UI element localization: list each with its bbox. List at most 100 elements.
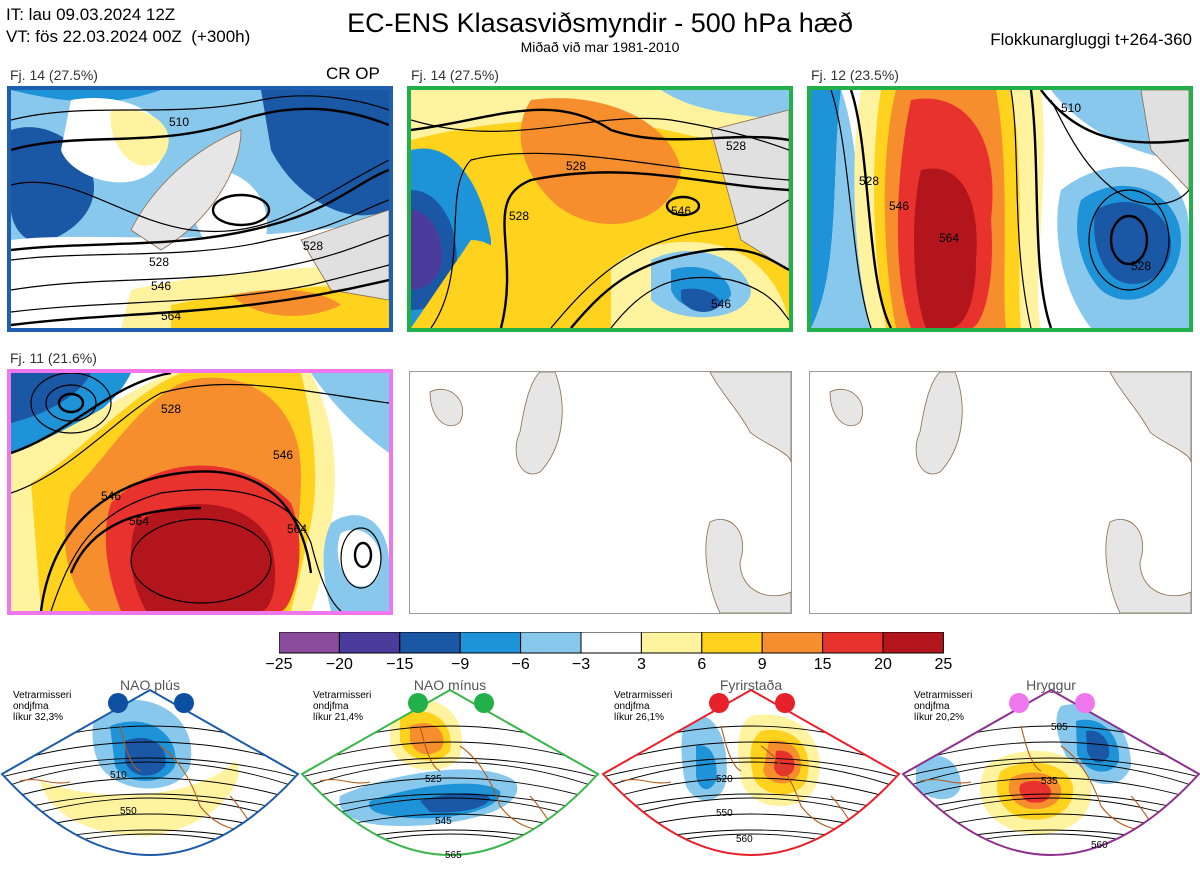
colorbar-swatch [701, 632, 763, 654]
colorbar-swatch [399, 632, 461, 654]
regime-contour-label: 550 [716, 808, 733, 819]
regime-sector-map: 505 535 560 [901, 688, 1200, 856]
sector-frame [601, 688, 901, 856]
regime-note: Vetrarmisseri ondjfma líkur 26,1% [614, 690, 673, 723]
regime-name: Hryggur [1026, 677, 1076, 693]
contour-label: 564 [129, 514, 149, 528]
regime-contour-label: 535 [1041, 776, 1058, 787]
contour-label: 510 [169, 115, 189, 129]
contour-label: 546 [273, 448, 293, 462]
colorbar-swatch [822, 632, 884, 654]
contour-label: 528 [161, 402, 181, 416]
regime-contour-label: 560 [1091, 840, 1108, 851]
colorbar-tick-label: 20 [874, 656, 892, 673]
regime-name: Fyrirstaða [719, 677, 783, 693]
regime-marker-dot [408, 693, 428, 713]
regime-contour-label: 560 [736, 834, 753, 845]
regime-contour-label: 505 [1051, 722, 1068, 733]
sector-frame [901, 688, 1200, 856]
map-panel-4: 528 546 564 546 564 [7, 369, 393, 615]
regime-sector-map: 510 550 [0, 688, 300, 856]
contour-label: 528 [859, 174, 879, 188]
colorbar-swatch [882, 632, 944, 654]
colorbar-swatch [761, 632, 824, 654]
contour-label: 546 [101, 489, 121, 503]
regime-contour-label: 520 [716, 774, 733, 785]
map-panel-2: 528 528 546 528 546 [407, 86, 793, 332]
regime-marker-dot [775, 693, 795, 713]
regime-name: NAO plús [120, 677, 180, 693]
colorbar-swatch [640, 632, 703, 654]
anomaly-map-2: 528 528 546 528 546 [411, 90, 789, 328]
regime-marker-dot [108, 693, 128, 713]
colorbar-tick-label: −20 [325, 656, 353, 673]
anomaly-map-3: 510 528 546 564 528 [811, 90, 1189, 328]
regime-marker-dot [174, 693, 194, 713]
regime-contour-label: 550 [120, 806, 137, 817]
contour-label: 528 [509, 209, 529, 223]
header-times: IT: lau 09.03.2024 12Z VT: fös 22.03.2024… [6, 4, 250, 48]
colorbar-tick-label: 3 [636, 656, 646, 673]
contour-label: 564 [161, 309, 181, 323]
contour-label: 546 [889, 199, 909, 213]
map-panel-3: 510 528 546 564 528 [807, 86, 1193, 332]
colorbar-tick-label: −15 [386, 656, 414, 673]
colorbar-swatch [279, 632, 340, 654]
anomaly-map-4: 528 546 564 546 564 [11, 373, 389, 611]
contour-label: 546 [711, 297, 731, 311]
sector-frame [300, 688, 600, 856]
colorbar-tick-label: −25 [265, 656, 293, 673]
contour-label: 528 [149, 255, 169, 269]
contour-label: 546 [671, 204, 691, 218]
colorbar-swatch [520, 632, 582, 654]
colorbar-tick-label: 15 [813, 656, 832, 673]
contour-label: 510 [1061, 101, 1081, 115]
map-panel-empty-2 [809, 371, 1192, 614]
regime-sector-map: 520 550 560 [601, 688, 901, 856]
contour-label: 528 [303, 239, 323, 253]
panel-3-label: Fj. 12 (23.5%) [811, 67, 899, 83]
regime-marker-dot [1075, 693, 1095, 713]
regime-contour-label: 510 [110, 770, 127, 781]
sector-frame [0, 688, 300, 856]
contour-label: 528 [726, 139, 746, 153]
contour-label: 528 [1131, 259, 1151, 273]
regime-note: Vetrarmisseri ondjfma líkur 20,2% [914, 690, 973, 723]
page-title: EC-ENS Klasasviðsmyndir - 500 hPa hæð [347, 8, 853, 38]
contour-label: 564 [287, 522, 307, 536]
colorbar-tick-label: −9 [451, 656, 470, 673]
regime-sector-map: 525 545 565 [300, 688, 600, 861]
contour-label: 564 [939, 231, 959, 245]
regime-contour-label: 545 [435, 816, 452, 827]
panel-1-tag: CR OP [326, 64, 380, 83]
regime-note: Vetrarmisseri ondjfma líkur 21,4% [313, 690, 372, 723]
map-panel-empty-1 [409, 371, 792, 614]
panel-2-label: Fj. 14 (27.5%) [411, 67, 499, 83]
colorbar-swatch [580, 632, 642, 654]
anomaly-map-1: 510 528 546 564 528 [11, 90, 389, 328]
colorbar-tick-label: 9 [757, 656, 767, 673]
map-panel-1: 510 528 546 564 528 [7, 86, 393, 332]
panel-4-label: Fj. 11 (21.6%) [10, 350, 97, 366]
colorbar-swatch [459, 632, 522, 654]
regime-marker-dot [709, 693, 729, 713]
classification-window: Flokkunargluggi t+264-360 [990, 30, 1192, 49]
regime-marker-dot [1009, 693, 1029, 713]
page-subtitle: Miðað við mar 1981-2010 [520, 39, 680, 55]
colorbar-tick-label: 6 [697, 656, 707, 673]
colorbar-tick-label: 25 [934, 656, 953, 673]
colorbar-tick-label: −3 [571, 656, 591, 673]
anomaly-colorbar [279, 632, 944, 654]
colorbar-swatch [338, 632, 401, 654]
empty-map-2 [829, 372, 1191, 613]
empty-map-1 [429, 372, 791, 613]
regime-contour-label: 565 [445, 850, 462, 861]
regime-marker-dot [474, 693, 494, 713]
regime-name: NAO mínus [413, 677, 487, 693]
contour-label: 546 [151, 279, 171, 293]
colorbar-tick-label: −6 [511, 656, 530, 673]
regime-contour-label: 525 [425, 774, 442, 785]
initial-time: IT: lau 09.03.2024 12Z [6, 5, 176, 24]
panel-1-label: Fj. 14 (27.5%) [10, 67, 98, 83]
valid-time: VT: fös 22.03.2024 00Z (+300h) [6, 27, 251, 46]
